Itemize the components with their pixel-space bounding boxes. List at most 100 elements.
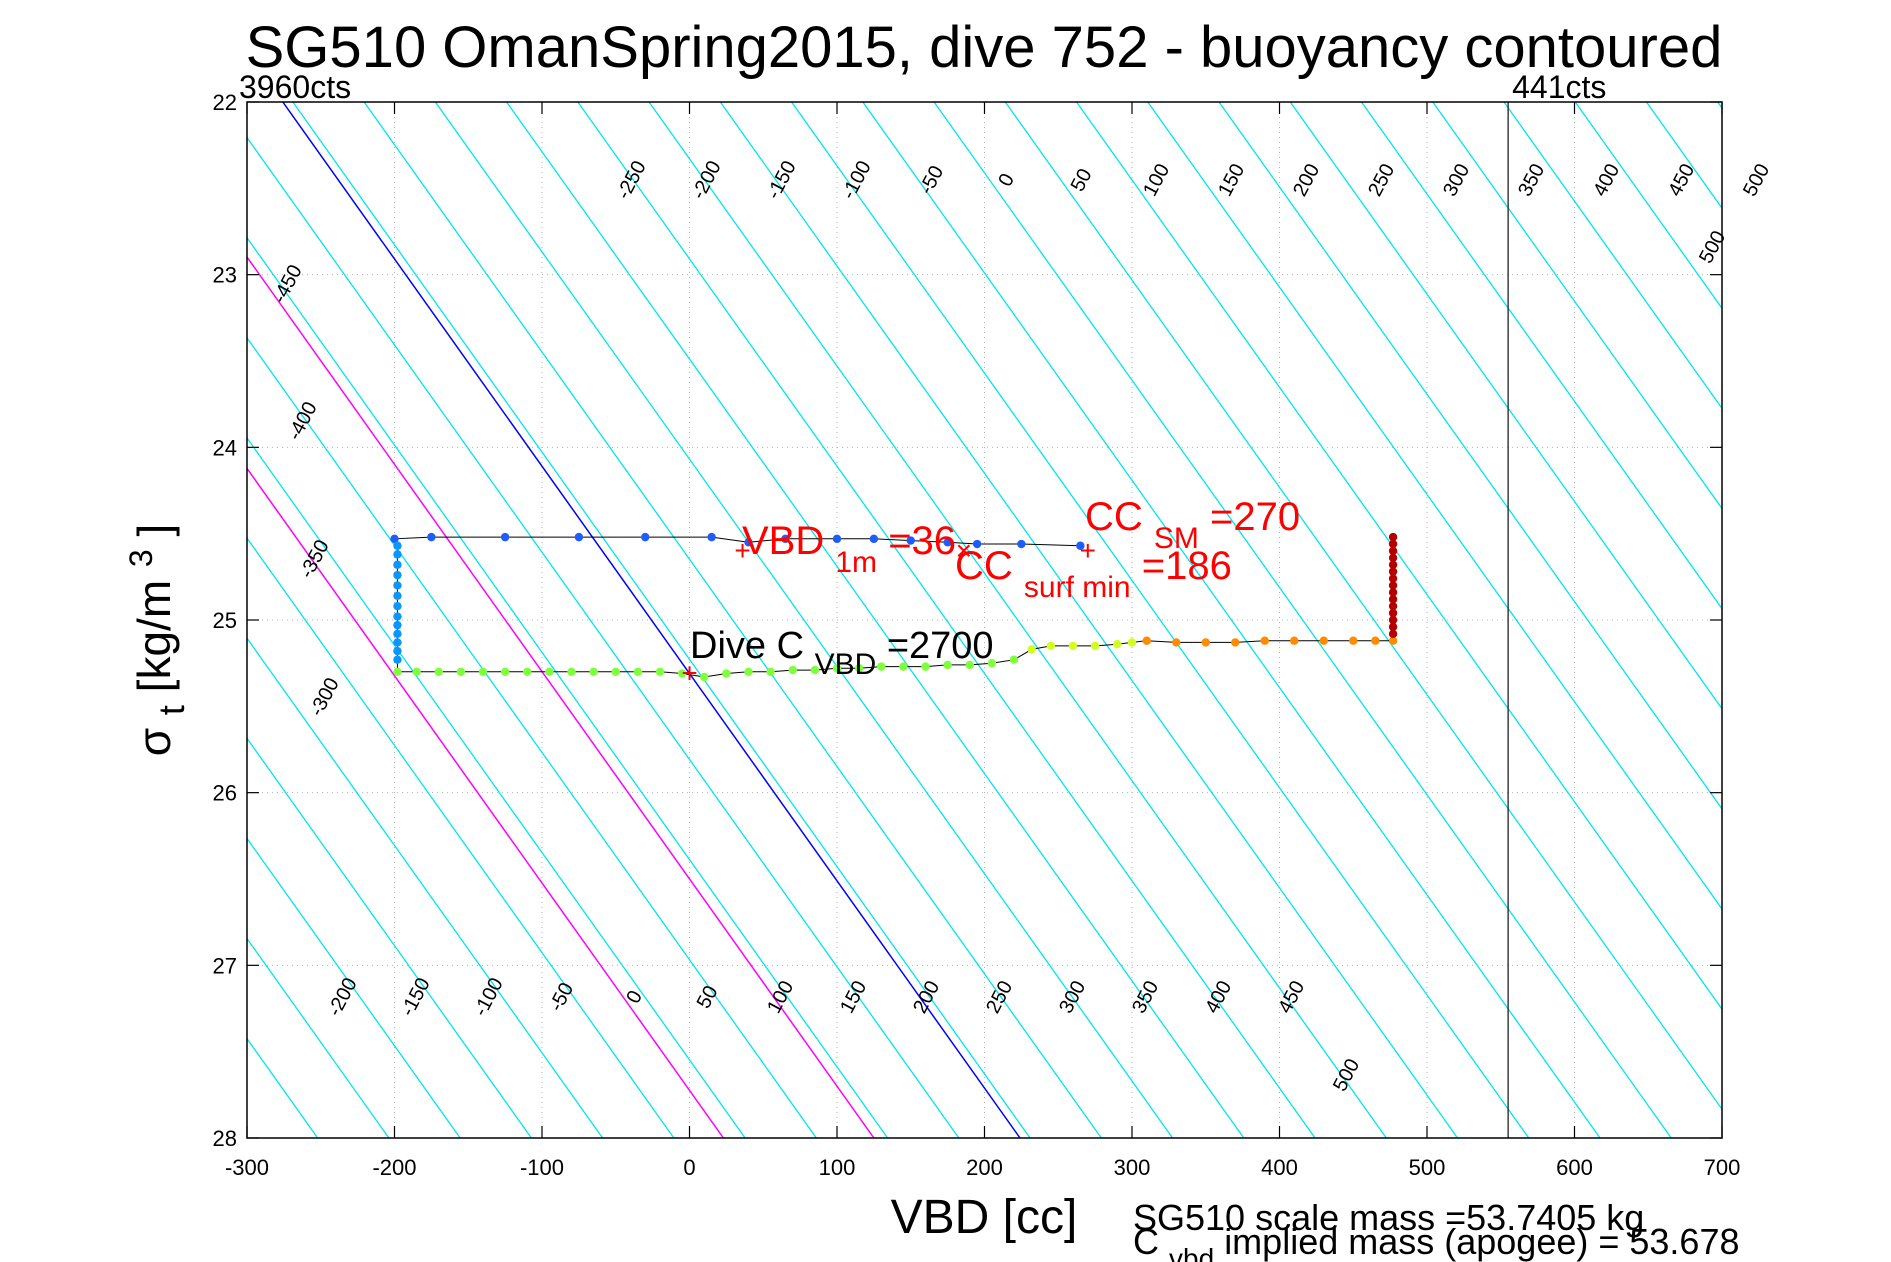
data-point-climb-top: [641, 532, 650, 542]
data-point-bottom-leg: [854, 664, 864, 673]
contour-line: [1789, 102, 1891, 1138]
contour-label: 500: [1695, 227, 1730, 267]
data-point-bottom-leg: [700, 672, 709, 682]
data-point-bottom-leg-right: [1027, 645, 1036, 654]
data-point-right-vertical: [1388, 615, 1398, 625]
cc-surf-min-main: CC: [955, 544, 1013, 588]
contour-label: 500: [1329, 1055, 1364, 1095]
contour-label: 100: [1139, 160, 1174, 200]
y-tick-label: 22: [213, 90, 237, 115]
contour-line: [247, 837, 461, 1138]
data-point-climb-top: [500, 532, 510, 542]
data-point-bottom-leg: [393, 667, 402, 676]
y-tick-label: 24: [213, 435, 237, 460]
contour-label: -450: [269, 261, 307, 307]
contour-label: -350: [296, 536, 334, 582]
contour-label: 500: [1739, 160, 1774, 200]
contour-label: 50: [693, 982, 723, 1012]
contour-line: [1076, 102, 1722, 1011]
x-tick-label: 100: [819, 1155, 856, 1180]
data-point-bottom-leg: [589, 667, 598, 676]
data-point-bottom-leg: [722, 669, 731, 678]
data-point-bottom-leg: [987, 658, 997, 668]
contour-line: [0, 102, 246, 1138]
dive-cvbd-sub: VBD: [815, 648, 877, 681]
contour-line: [363, 102, 1102, 1138]
contour-label: -50: [545, 979, 578, 1015]
marker: +: [734, 535, 750, 566]
data-point-upper-right-leg: [1349, 636, 1358, 645]
contour-line: [0, 102, 33, 1138]
contour-label: 200: [1289, 160, 1324, 200]
cc-surf-min-value: =186: [1142, 544, 1232, 588]
contour-line: [1432, 102, 1722, 510]
contour-label: 0: [622, 987, 647, 1007]
data-point-left-vertical: [393, 591, 402, 601]
contour-line-zero: [282, 102, 1021, 1138]
data-point-climb-top: [707, 532, 716, 542]
contour-line: [0, 102, 104, 1138]
contour-label: -150: [763, 157, 801, 203]
data-point-upper-right-leg: [1388, 636, 1398, 645]
data-point-left-vertical: [393, 570, 402, 580]
data-point-climb-top: [972, 539, 982, 549]
data-point-upper-right-leg: [1231, 638, 1240, 647]
contour-line: [1360, 102, 1722, 610]
contour-label: 200: [909, 977, 944, 1017]
data-point-climb-top: [869, 534, 879, 544]
data-point-bottom-leg: [611, 667, 620, 676]
data-point-bottom-leg: [943, 660, 952, 670]
contour-label: -200: [324, 974, 362, 1020]
contour-line: [577, 102, 1316, 1138]
contour-line: [1503, 102, 1722, 410]
contour-line: [1218, 102, 1722, 810]
data-point-left-vertical: [393, 646, 402, 656]
contour-label: 450: [1664, 160, 1699, 200]
contour-line: [247, 436, 746, 1138]
contour-label: 300: [1055, 977, 1090, 1017]
data-point-left-vertical: [393, 541, 402, 550]
data-point-left-vertical: [393, 638, 402, 647]
contour-label: -100: [838, 157, 876, 203]
x-tick-label: 400: [1261, 1155, 1298, 1180]
x-tick-label: 200: [966, 1155, 1003, 1180]
data-point-bottom-leg: [832, 664, 842, 673]
data-point-right-vertical: [1388, 546, 1398, 556]
vbd1m-main: VBD: [742, 519, 824, 563]
data-point-bottom-leg: [788, 665, 797, 675]
footer-implied-rest: implied mass (apogee) = 53.678: [1224, 1221, 1739, 1262]
contour-label: 250: [1364, 160, 1399, 200]
data-point-climb-top: [574, 532, 584, 542]
contour-line: [247, 737, 532, 1138]
x-tick-label: 500: [1409, 1155, 1446, 1180]
data-point-climb-top: [744, 538, 753, 547]
data-point-bottom-leg: [677, 669, 687, 678]
data-point-right-vertical: [1388, 595, 1398, 604]
data-point-bottom-leg: [899, 662, 908, 671]
data-point-climb-top: [832, 534, 842, 544]
contour-label: -300: [306, 674, 344, 720]
contour-line-highlight: [247, 255, 875, 1138]
y-axis-label-main: σ: [128, 728, 180, 756]
data-point-right-vertical: [1388, 608, 1398, 618]
vbd1m-value: =36: [888, 519, 956, 563]
data-point-left-vertical: [393, 620, 402, 630]
data-point-left-vertical: [393, 655, 402, 664]
contour-label: 350: [1514, 160, 1549, 200]
contour-label: 400: [1201, 977, 1236, 1017]
contour-line: [1717, 102, 1722, 110]
data-point-bottom-leg-right: [1068, 641, 1078, 651]
contour-line: [648, 102, 1387, 1138]
contour-line: [1574, 102, 1722, 310]
y-axis-label-close: ]: [128, 524, 180, 537]
data-series: [390, 532, 1398, 682]
contour-line: [1289, 102, 1722, 710]
marker: +: [1080, 535, 1096, 566]
contour-label: -150: [397, 974, 435, 1020]
contour-line: [1147, 102, 1722, 911]
contour-line: [247, 136, 960, 1138]
contour-line: [247, 637, 604, 1138]
y-axis-label-sub: t: [151, 705, 192, 715]
data-point-right-vertical: [1388, 574, 1398, 583]
x-tick-label: 300: [1114, 1155, 1151, 1180]
